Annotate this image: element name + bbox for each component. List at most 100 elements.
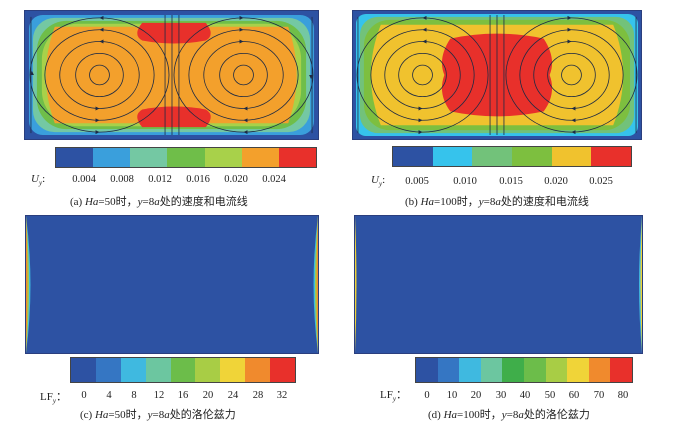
caption-suffix: 处的洛伦兹力 [523, 409, 590, 421]
quantity-separator: : [382, 174, 386, 186]
quantity-symbol: U [31, 173, 39, 185]
colorbar-tick-label: 0.004 [72, 174, 96, 185]
colorbar-segment [523, 358, 546, 382]
caption-prefix: (b) [405, 196, 421, 208]
lorentz-force-plot-d [354, 215, 643, 354]
colorbar-tick-label: 60 [568, 390, 580, 401]
caption-param: Ha [94, 409, 109, 421]
colorbar-b [392, 146, 632, 167]
colorbar-tick-label: 8 [131, 390, 137, 401]
colorbar-segment [416, 358, 438, 382]
colorbar-tick-label: 0.008 [110, 174, 134, 185]
colorbar-tick-label: 20 [202, 390, 214, 401]
colorbar-segment [588, 358, 611, 382]
quantity-subscript: y [392, 395, 396, 404]
velocity-contour-plot-b [352, 10, 642, 140]
caption-var2: a [495, 196, 501, 208]
caption-eq: =100时， [434, 196, 479, 208]
caption-var: y [147, 409, 153, 421]
caption-var2: a [518, 409, 524, 421]
velocity-contour-plot-a [24, 10, 319, 140]
caption-eqa: =8 [483, 196, 496, 208]
colorbar-tick-label: 16 [177, 390, 189, 401]
colorbar-tick-label: 32 [276, 390, 288, 401]
quantity-symbol: LF [380, 389, 393, 401]
colorbar-ticks-b: 0.005 0.010 0.015 0.020 0.025 [392, 176, 632, 190]
quantity-separator: ： [395, 389, 407, 401]
figure-caption-b: (b) Ha=100时，y=8a处的速度和电流线 [405, 193, 589, 209]
colorbar-segment [120, 358, 146, 382]
colorbar-tick-label: 0.020 [544, 176, 568, 187]
colorbar-segment [393, 147, 433, 166]
colorbar-segment [204, 148, 242, 167]
colorbar-ticks-c: 0 4 8 12 16 20 24 28 32 [70, 390, 296, 404]
colorbar-c [70, 357, 296, 383]
quantity-subscript: y [52, 397, 56, 406]
colorbar-tick-label: 30 [495, 390, 507, 401]
colorbar-segment [56, 148, 94, 167]
quantity-symbol: U [371, 174, 379, 186]
caption-var2: a [164, 409, 170, 421]
caption-suffix: 处的速度和电流线 [159, 196, 248, 208]
colorbar-quantity-label-c: LFy： [40, 388, 67, 405]
colorbar-tick-label: 70 [593, 390, 605, 401]
colorbar-tick-label: 0.015 [499, 176, 523, 187]
colorbar-tick-label: 0.025 [589, 176, 613, 187]
colorbar-tick-label: 20 [470, 390, 482, 401]
colorbar-segment [480, 358, 503, 382]
caption-suffix: 处的速度和电流线 [500, 196, 589, 208]
colorbar-tick-label: 12 [153, 390, 165, 401]
colorbar-tick-label: 0.024 [262, 174, 286, 185]
colorbar-tick-label: 40 [519, 390, 531, 401]
colorbar-segment [278, 148, 316, 167]
colorbar-segment [167, 148, 205, 167]
colorbar-segment [170, 358, 196, 382]
colorbar-segment [567, 358, 589, 382]
quantity-symbol: LF [40, 391, 53, 403]
colorbar-segment [130, 148, 168, 167]
colorbar-segment [545, 358, 568, 382]
velocity-contour-svg-b [353, 11, 641, 139]
colorbar-quantity-label-a: Uy: [31, 173, 45, 187]
colorbar-ticks-d: 0 10 20 30 40 50 60 70 80 [415, 390, 633, 404]
colorbar-tick-label: 0.010 [453, 176, 477, 187]
velocity-contour-svg-a [25, 11, 318, 139]
colorbar-tick-label: 0.005 [405, 176, 429, 187]
colorbar-segment [551, 147, 592, 166]
colorbar-tick-label: 10 [446, 390, 458, 401]
figure-caption-a: (a) Ha=50时，y=8a处的速度和电流线 [70, 193, 248, 209]
colorbar-tick-label: 24 [227, 390, 239, 401]
caption-prefix: (c) [80, 409, 95, 421]
colorbar-segment [245, 358, 271, 382]
colorbar-segment [145, 358, 171, 382]
colorbar-d [415, 357, 633, 383]
caption-var: y [137, 196, 143, 208]
caption-eq: =50时， [108, 409, 148, 421]
caption-param: Ha [84, 196, 99, 208]
colorbar-segment [502, 358, 524, 382]
caption-var2: a [154, 196, 160, 208]
colorbar-tick-label: 0.020 [224, 174, 248, 185]
colorbar-quantity-label-d: LFy： [380, 386, 407, 403]
caption-eq: =50时， [98, 196, 138, 208]
colorbar-segment [95, 358, 121, 382]
colorbar-tick-label: 4 [106, 390, 112, 401]
colorbar-segment [432, 147, 473, 166]
quantity-subscript: y [38, 179, 43, 188]
colorbar-segment [195, 358, 221, 382]
caption-eqa: =8 [142, 196, 155, 208]
figure-caption-d: (d) Ha=100时，y=8a处的洛伦兹力 [428, 406, 590, 422]
caption-eqa: =8 [506, 409, 519, 421]
colorbar-segment [93, 148, 131, 167]
lorentz-force-plot-c [25, 215, 319, 354]
colorbar-a [55, 147, 317, 168]
colorbar-tick-label: 50 [544, 390, 556, 401]
caption-prefix: (d) [428, 409, 444, 421]
colorbar-tick-label: 0.012 [148, 174, 172, 185]
colorbar-tick-label: 0.016 [186, 174, 210, 185]
colorbar-quantity-label-b: Uy: [371, 174, 385, 188]
colorbar-segment [437, 358, 460, 382]
quantity-subscript: y [378, 180, 383, 189]
caption-var: y [501, 409, 507, 421]
caption-param: Ha [420, 196, 435, 208]
